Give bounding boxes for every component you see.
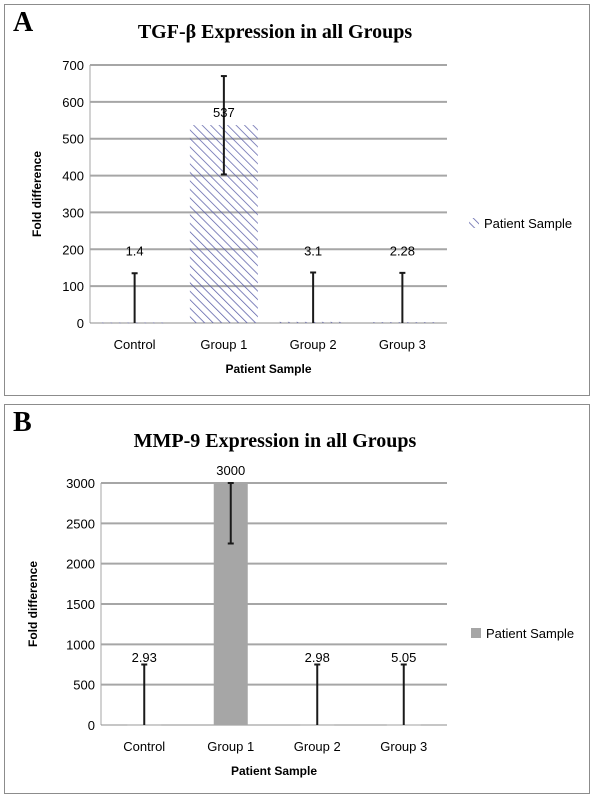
data-label: 1.4 (126, 243, 144, 258)
chart-title: TGF-β Expression in all Groups (138, 21, 413, 43)
data-label: 3.1 (304, 243, 322, 258)
panel-letter-b: B (13, 407, 32, 438)
legend-swatch (471, 628, 481, 638)
x-tick-label: Group 1 (207, 739, 254, 754)
y-tick-label: 0 (88, 718, 95, 733)
y-tick-label: 0 (77, 316, 84, 331)
x-tick-label: Group 2 (294, 739, 341, 754)
x-tick-label: Control (123, 739, 165, 754)
y-tick-label: 3000 (66, 476, 95, 491)
panel-letter-a: A (13, 7, 34, 38)
x-tick-label: Group 2 (290, 337, 337, 352)
data-label: 5.05 (391, 650, 416, 665)
y-tick-label: 2500 (66, 516, 95, 531)
chart-b: MMP-9 Expression in all Groups 0 500 1000 15… (26, 430, 574, 778)
x-tick-label: Group 1 (200, 337, 247, 352)
y-tick-label: 1500 (66, 597, 95, 612)
legend-label: Patient Sample (484, 216, 572, 231)
y-tick-label: 200 (62, 242, 84, 257)
y-tick-label: 500 (62, 132, 84, 147)
bar (300, 724, 335, 726)
bar (127, 724, 162, 726)
x-tick-label: Control (114, 337, 156, 352)
y-tick-label: 400 (62, 169, 84, 184)
data-label: 2.28 (390, 243, 415, 258)
chart-a: TGF-β Expression in all Groups 0 100 200 300… (30, 21, 572, 376)
legend-swatch (469, 218, 479, 228)
y-tick-label: 100 (62, 279, 84, 294)
y-axis-title: Fold difference (30, 151, 44, 237)
x-axis-title: Patient Sample (231, 764, 317, 778)
chart-title: MMP-9 Expression in all Groups (134, 430, 417, 452)
y-tick-label: 300 (62, 205, 84, 220)
y-tick-label: 1000 (66, 637, 95, 652)
legend-label: Patient Sample (486, 626, 574, 641)
y-tick-label: 500 (73, 678, 95, 693)
y-tick-label: 2000 (66, 557, 95, 572)
x-tick-label: Group 3 (380, 739, 427, 754)
panel-a: A TGF-β Expression in all Groups 0 100 200 3… (4, 4, 590, 396)
y-axis-title: Fold difference (26, 561, 40, 647)
panel-b: B MMP-9 Expression in all Groups 0 500 1000… (4, 404, 590, 794)
data-label: 2.98 (305, 650, 330, 665)
x-tick-label: Group 3 (379, 337, 426, 352)
data-label: 537 (213, 105, 235, 120)
data-label: 3000 (216, 463, 245, 478)
y-tick-label: 700 (62, 58, 84, 73)
data-label: 2.93 (132, 650, 157, 665)
x-axis-title: Patient Sample (225, 362, 311, 376)
y-tick-label: 600 (62, 95, 84, 110)
